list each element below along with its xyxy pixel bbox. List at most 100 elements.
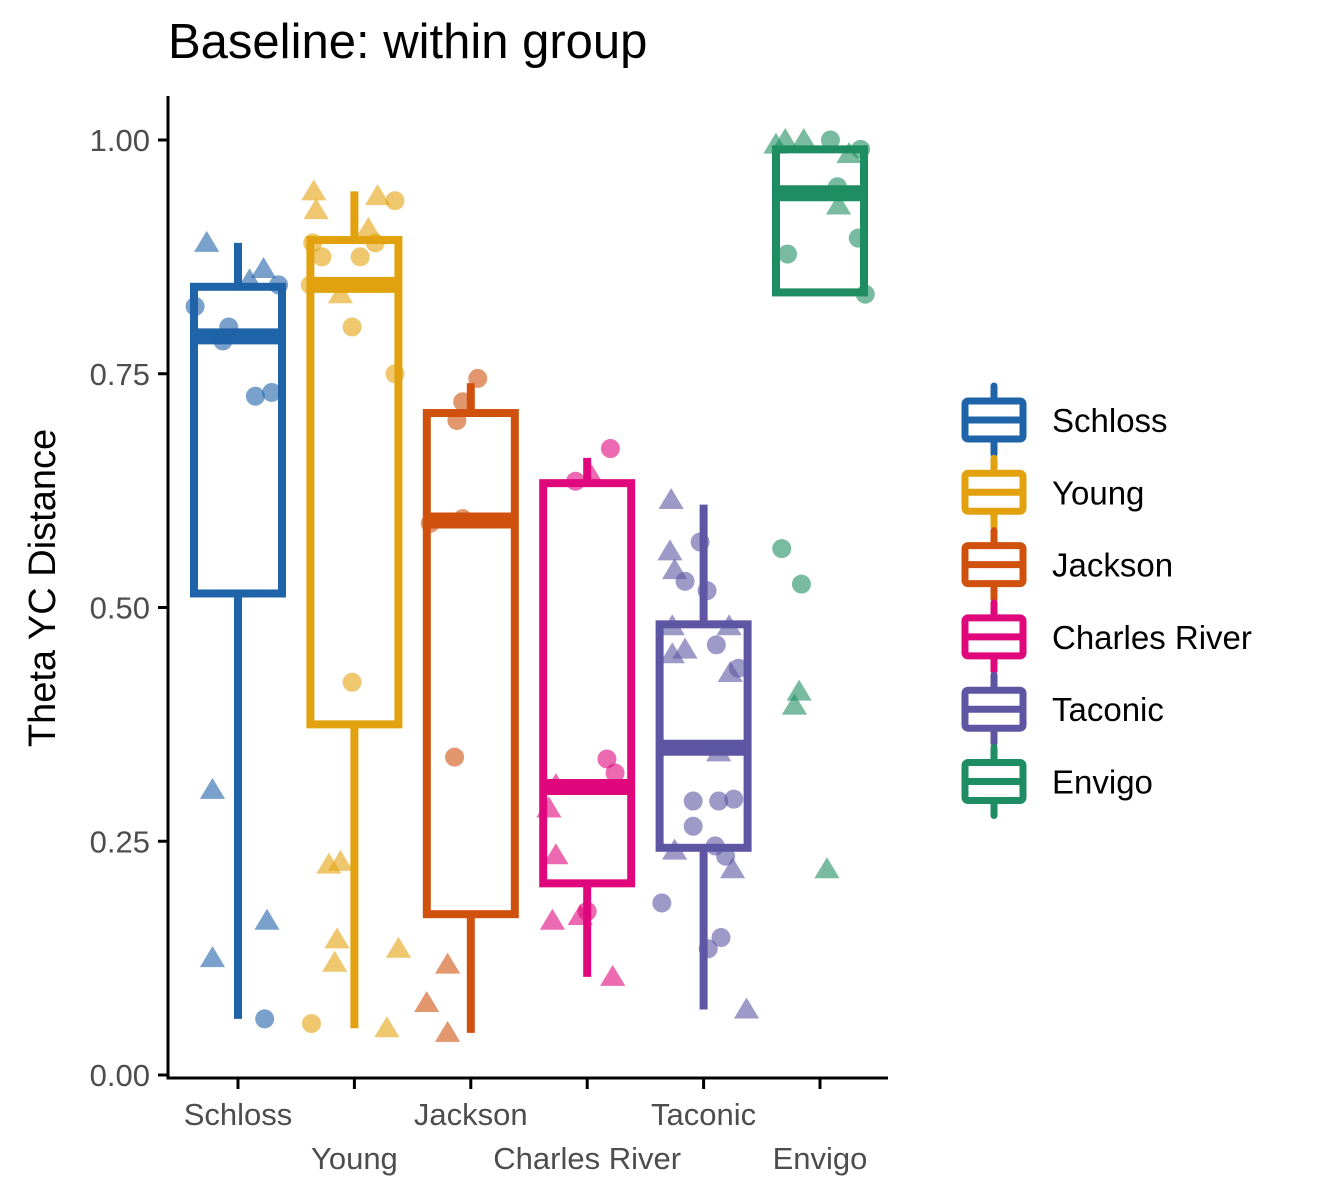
data-point-triangle [194,230,220,252]
data-point-circle [303,233,323,253]
data-point-triangle [324,927,350,949]
points-taconic [652,487,760,1019]
data-point-circle [652,893,672,913]
iqr-box [655,620,752,852]
data-point-triangle [250,257,277,279]
x-tick-label: Taconic [651,1097,756,1132]
data-point-circle [262,382,282,402]
data-point-triangle [657,539,683,561]
data-point-circle [827,177,847,197]
data-point-triangle [365,184,391,206]
data-point-circle [420,513,440,533]
data-point-triangle [543,843,569,865]
legend-item-envigo: Envigo [961,744,1153,819]
data-point-circle [605,763,625,783]
points-envigo [763,128,875,879]
data-point-circle [778,244,798,264]
data-point-triangle [322,950,348,972]
data-point-circle [698,939,718,959]
data-point-triangle [303,198,329,220]
iqr-box [306,236,403,729]
points-young [300,179,412,1038]
legend: Schloss Young Jackson Charles River Taconic E… [961,382,1252,819]
legend-label: Taconic [1052,691,1164,728]
legend-item-schloss: Schloss [961,382,1168,458]
data-point-circle [445,747,465,767]
y-tick-label: 0.00 [90,1058,150,1093]
data-point-circle [342,672,362,692]
data-point-circle [245,386,265,406]
data-point-triangle [536,796,562,818]
data-point-circle [855,284,875,304]
data-point-circle [597,749,617,769]
data-point-triangle [658,487,684,509]
data-point-circle [453,392,473,412]
data-point-circle [724,789,744,809]
data-point-circle [453,509,473,529]
y-ticks: 0.00 0.25 0.50 0.75 1.00 [90,123,168,1093]
data-point-triangle [659,614,685,636]
legend-item-jackson: Jackson [961,527,1173,603]
data-point-triangle [781,693,808,715]
legend-label: Jackson [1052,547,1173,584]
data-point-triangle [814,857,840,879]
box-taconic [655,504,752,1010]
legend-item-young: Young [961,454,1144,530]
points-charles-river [536,439,626,986]
data-point-circle [820,130,840,150]
data-point-triangle [706,740,732,762]
data-point-triangle [672,637,698,659]
box-schloss [190,242,286,1019]
data-point-triangle [717,660,743,682]
points-layer [185,128,875,1042]
data-point-circle [342,317,362,337]
data-point-circle [385,191,405,211]
data-point-circle [269,275,289,295]
data-point-triangle [435,1020,461,1042]
data-point-circle [365,233,385,253]
data-point-triangle [579,464,605,486]
legend-label: Young [1052,474,1144,511]
box-jackson [422,383,519,1033]
data-point-triangle [327,849,354,871]
data-point-circle [185,296,205,316]
data-point-triangle [716,614,742,636]
y-tick-label: 1.00 [90,123,150,158]
iqr-box [539,479,636,888]
legend-label: Envigo [1052,764,1153,801]
axes-layer [166,96,888,1080]
data-point-triangle [237,268,263,290]
x-tick-label: Schloss [184,1097,293,1132]
points-jackson [414,368,488,1042]
data-point-triangle [720,857,746,879]
legend-label: Schloss [1052,402,1168,439]
data-point-circle [791,574,811,594]
x-ticks: Schloss Young Jackson Charles River Taconic E… [184,1078,867,1176]
data-point-circle [301,1014,321,1034]
data-point-triangle [567,904,593,926]
data-point-triangle [786,679,812,701]
data-point-circle [683,791,703,811]
data-point-circle [711,928,731,948]
points-schloss [185,230,289,1029]
x-tick-label: Charles River [493,1141,681,1176]
iqr-box [422,409,519,919]
data-point-triangle [374,1016,400,1038]
data-point-circle [385,364,405,384]
legend-item-taconic: Taconic [961,671,1164,747]
data-point-triangle [836,142,862,164]
data-point-triangle [733,997,760,1019]
y-tick-label: 0.50 [90,591,150,626]
y-tick-label: 0.75 [90,357,150,392]
legend-label: Charles River [1052,619,1252,656]
data-point-triangle [600,964,626,986]
x-tick-label: Young [311,1141,398,1176]
data-point-triangle [662,838,688,860]
data-point-triangle [825,193,852,215]
data-point-triangle [327,282,354,304]
box-envigo [772,145,868,297]
data-point-triangle [435,952,461,974]
data-point-circle [683,816,703,836]
data-point-triangle [301,179,327,201]
